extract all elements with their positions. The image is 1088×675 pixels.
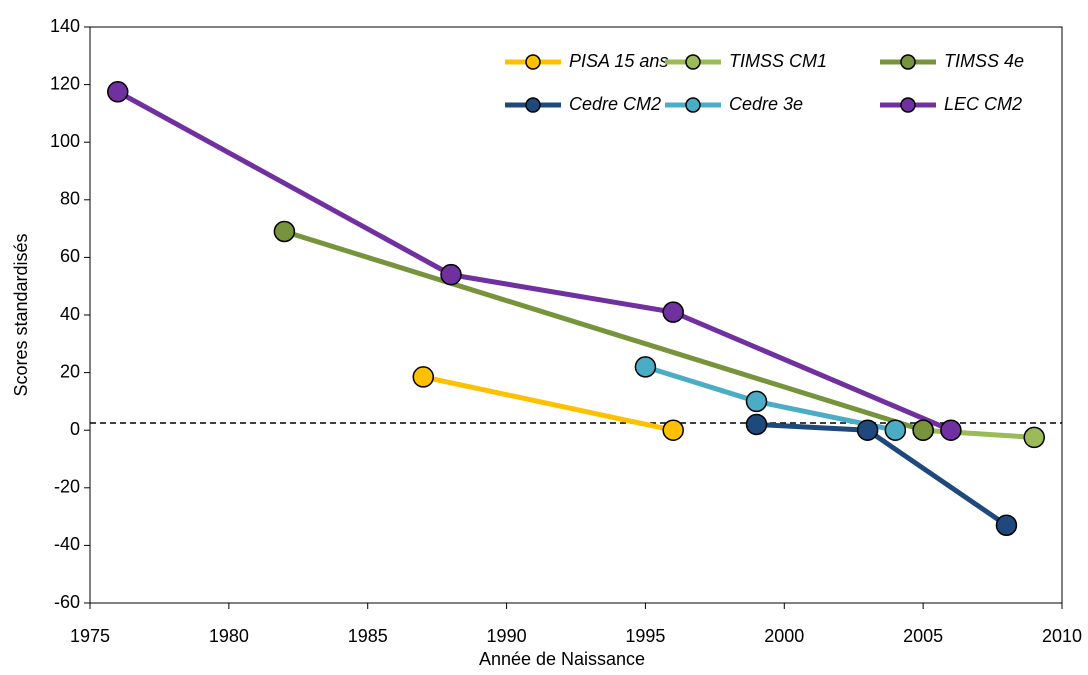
series-line	[922, 427, 1035, 440]
x-tick-label: 2005	[903, 626, 943, 646]
data-point	[745, 390, 768, 413]
y-tick-label: -40	[54, 534, 80, 554]
legend-marker	[525, 54, 541, 70]
series-line	[756, 421, 1008, 528]
data-point	[662, 419, 684, 441]
y-tick-label: 140	[50, 16, 80, 36]
series-line	[283, 229, 924, 433]
x-tick-label: 1990	[487, 626, 527, 646]
data-point	[634, 356, 657, 378]
x-tick-label: 1995	[625, 626, 665, 646]
data-point	[995, 514, 1018, 536]
x-tick-label: 2000	[764, 626, 804, 646]
legend-marker	[900, 97, 916, 113]
legend-label: LEC CM2	[944, 94, 1022, 114]
x-tick-label: 1980	[209, 626, 249, 646]
legend-marker	[685, 54, 701, 70]
y-tick-label: 60	[60, 246, 80, 266]
data-point	[440, 263, 462, 286]
data-point	[745, 413, 768, 436]
y-tick-label: 20	[60, 361, 80, 381]
legend-marker	[900, 54, 916, 70]
legend-label: TIMSS 4e	[944, 51, 1024, 71]
legend-label: Cedre 3e	[729, 94, 803, 114]
series-line	[644, 364, 896, 433]
x-tick-label: 1985	[348, 626, 388, 646]
y-axis-title: Scores standardisés	[11, 233, 31, 396]
y-tick-label: 40	[60, 304, 80, 324]
x-tick-label: 1975	[70, 626, 110, 646]
y-tick-label: -20	[54, 477, 80, 497]
legend-label: Cedre CM2	[569, 94, 661, 114]
y-tick-label: 120	[50, 73, 80, 93]
data-point	[662, 301, 684, 323]
legend-label: PISA 15 ans	[569, 51, 668, 71]
series-line	[116, 89, 952, 433]
data-point	[107, 81, 129, 103]
y-tick-label: 0	[70, 419, 80, 439]
data-point	[884, 419, 907, 441]
data-point	[412, 366, 435, 388]
data-point	[856, 419, 879, 441]
y-tick-label: 80	[60, 189, 80, 209]
data-point	[912, 419, 934, 441]
x-tick-label: 2010	[1042, 626, 1082, 646]
series-line	[422, 374, 674, 433]
legend-label: TIMSS CM1	[729, 51, 827, 71]
data-point	[940, 419, 962, 441]
y-tick-label: 100	[50, 131, 80, 151]
legend-marker	[685, 97, 701, 113]
legend-marker	[525, 97, 541, 113]
x-axis-title: Année de Naissance	[479, 649, 645, 669]
y-tick-label: -60	[54, 592, 80, 612]
data-point	[273, 220, 296, 243]
data-point	[1023, 426, 1045, 449]
